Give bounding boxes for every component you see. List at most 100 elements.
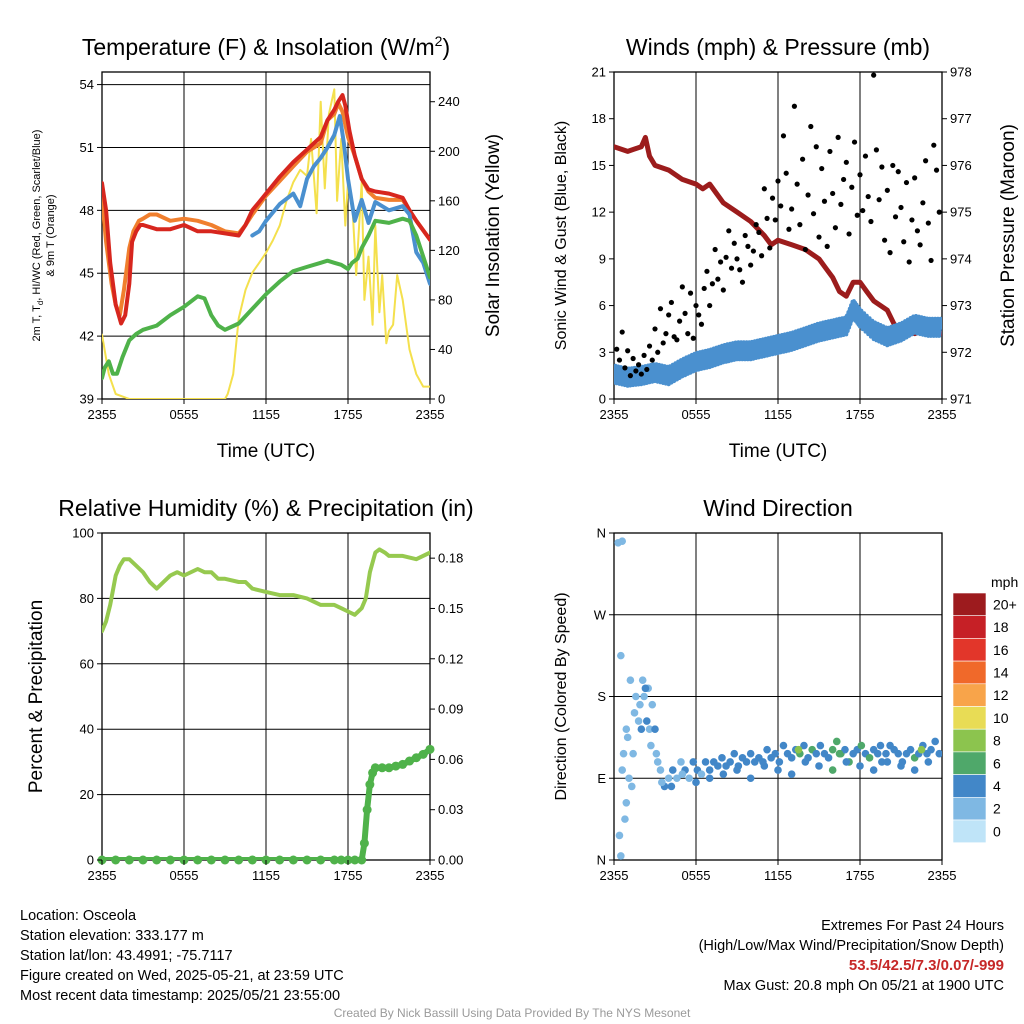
winds-gust-point bbox=[898, 204, 904, 211]
winds-gust-point bbox=[614, 346, 620, 352]
winds-y2-tick-label: 975 bbox=[950, 205, 972, 220]
winds-gust-point bbox=[906, 259, 912, 265]
data-timestamp: Most recent data timestamp: 2025/05/21 2… bbox=[20, 988, 341, 1004]
winds-gust-point bbox=[783, 170, 789, 176]
winds-gust-point bbox=[625, 348, 631, 354]
dir-direction-point bbox=[878, 758, 886, 766]
winds-y2-tick-label: 972 bbox=[950, 345, 972, 360]
rh-marker-precip bbox=[391, 761, 401, 771]
dir-direction-point bbox=[692, 778, 700, 787]
dir-direction-point bbox=[617, 852, 625, 860]
temp-series-insolation bbox=[102, 88, 430, 399]
winds-gust-point bbox=[901, 239, 907, 245]
winds-gust-point bbox=[728, 265, 735, 271]
winds-gust-point bbox=[696, 312, 702, 318]
winds-gust-point bbox=[827, 148, 833, 155]
colorbar-swatch bbox=[952, 592, 987, 617]
dir-direction-point bbox=[689, 758, 698, 766]
dir-y-tick-label: W bbox=[594, 607, 607, 622]
dir-direction-point bbox=[873, 749, 882, 758]
winds-gust-point bbox=[851, 139, 858, 145]
temp-y-label-part: 2m T, T bbox=[31, 305, 43, 342]
winds-gust-point bbox=[769, 195, 776, 201]
dir-direction-point bbox=[774, 766, 782, 774]
winds-gust-point bbox=[838, 201, 844, 207]
winds-gust-point bbox=[808, 123, 814, 130]
winds-gust-point bbox=[786, 226, 792, 232]
dir-direction-point bbox=[824, 754, 833, 762]
winds-gust-point bbox=[726, 228, 732, 234]
winds-gust-point bbox=[925, 220, 931, 226]
speed-colorbar: mph 20+ 18 16 14 12 10 8 6 4 2 0 bbox=[952, 574, 1018, 844]
winds-gust-point bbox=[698, 321, 705, 327]
rh-y-tick-label: 0 bbox=[87, 853, 94, 868]
temp-x-tick-label: 1755 bbox=[334, 407, 363, 422]
dir-direction-point bbox=[714, 762, 722, 770]
dir-direction-point bbox=[622, 725, 631, 733]
dir-direction-point bbox=[876, 741, 885, 750]
dir-direction-point bbox=[677, 758, 685, 766]
winds-series-pressure bbox=[614, 134, 942, 337]
winds-series-wind bbox=[614, 299, 942, 388]
winds-gust-point bbox=[709, 281, 716, 287]
rh-y-tick-label: 80 bbox=[80, 591, 94, 606]
winds-gust-point bbox=[641, 352, 647, 358]
rh-y-axis-label: Percent & Precipitation bbox=[26, 600, 47, 793]
winds-gust-point bbox=[821, 198, 828, 204]
rh-marker-precip bbox=[336, 855, 346, 865]
winds-gust-point bbox=[764, 215, 770, 221]
dir-x-tick-label: 0555 bbox=[682, 868, 711, 883]
winds-gust-point bbox=[690, 335, 696, 341]
winds-y2-axis-label: Station Pressure (Maroon) bbox=[998, 124, 1019, 347]
rh-marker-precip bbox=[365, 780, 375, 790]
temp-y-tick-label: 39 bbox=[80, 392, 94, 407]
winds-gust-point bbox=[879, 164, 885, 170]
rh-y-tick-label: 100 bbox=[72, 526, 94, 541]
dir-direction-point bbox=[787, 754, 796, 762]
colorbar-swatch bbox=[952, 796, 987, 821]
dir-y-axis-label: Direction (Colored By Speed) bbox=[553, 592, 570, 800]
rh-marker-precip bbox=[220, 855, 230, 865]
winds-gust-point bbox=[718, 259, 724, 265]
extremes-panel: Extremes For Past 24 Hours (High/Low/Max… bbox=[699, 916, 1004, 996]
colorbar-label: 12 bbox=[993, 687, 1009, 703]
dir-direction-point bbox=[726, 758, 734, 766]
rh-marker-precip bbox=[111, 855, 121, 865]
temp-chart: 2355 0555 1155 1755 235539424548515404080120… bbox=[31, 33, 504, 462]
winds-gust-point bbox=[663, 331, 669, 337]
dir-direction-point bbox=[730, 749, 739, 758]
winds-y-tick-label: 18 bbox=[592, 111, 606, 126]
winds-y2-tick-label: 978 bbox=[950, 65, 972, 80]
temp-x-tick-label: 2355 bbox=[88, 407, 117, 422]
winds-gust-point bbox=[616, 357, 623, 363]
dir-direction-point bbox=[906, 745, 915, 754]
dir-direction-point bbox=[626, 676, 635, 684]
winds-y-tick-label: 9 bbox=[599, 251, 606, 266]
rh-y2-tick-label: 0.18 bbox=[438, 551, 463, 566]
rh-marker-precip bbox=[411, 753, 421, 763]
winds-gust-point bbox=[677, 318, 683, 324]
winds-y-tick-label: 21 bbox=[592, 65, 606, 80]
dir-direction-point bbox=[910, 766, 919, 774]
dir-direction-point bbox=[618, 537, 626, 545]
rh-marker-precip bbox=[329, 855, 339, 865]
rh-x-tick-label: 1155 bbox=[252, 868, 280, 883]
dir-direction-point bbox=[869, 766, 878, 774]
winds-gust-point bbox=[813, 144, 819, 150]
temp-x-tick-label: 0555 bbox=[170, 407, 199, 422]
winds-x-tick-label: 2355 bbox=[600, 407, 629, 422]
dir-y-tick-label: S bbox=[597, 689, 606, 704]
dir-direction-point bbox=[801, 758, 810, 766]
winds-gust-point bbox=[652, 326, 658, 332]
winds-y-tick-label: 0 bbox=[599, 392, 606, 407]
winds-gust-point bbox=[862, 153, 869, 159]
winds-x-tick-label: 1755 bbox=[846, 407, 875, 422]
extremes-legend: (High/Low/Max Wind/Precipitation/Snow De… bbox=[698, 938, 1004, 954]
winds-gust-point bbox=[857, 172, 863, 178]
dir-direction-point bbox=[656, 766, 665, 774]
winds-gust-point bbox=[824, 243, 830, 249]
winds-x-tick-label: 2355 bbox=[928, 407, 957, 422]
winds-gust-point bbox=[917, 242, 923, 248]
winds-gust-point bbox=[778, 203, 784, 209]
